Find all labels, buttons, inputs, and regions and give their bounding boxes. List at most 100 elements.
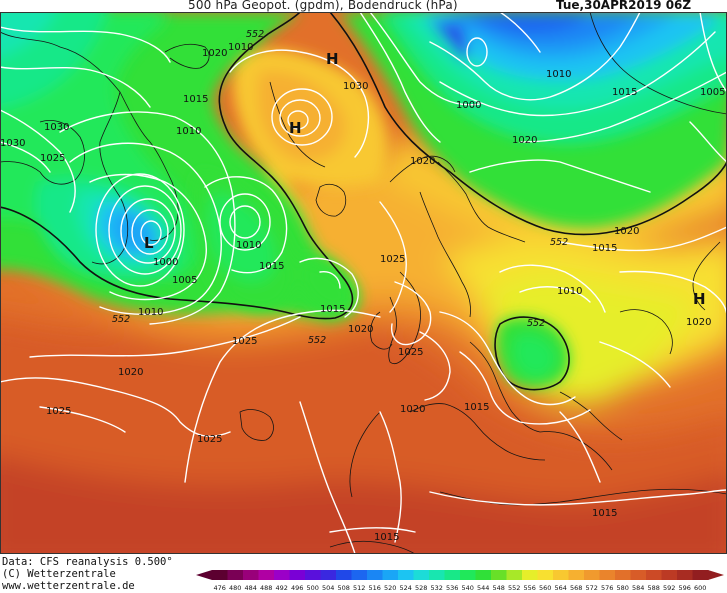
legend-value: 592 xyxy=(663,584,675,592)
isobar-label: 1030 xyxy=(44,122,69,133)
isobar-label: 1025 xyxy=(46,406,71,417)
legend-swatch xyxy=(460,570,477,580)
legend-swatch xyxy=(646,570,663,580)
legend-arrow-high xyxy=(708,570,724,580)
legend-swatch xyxy=(677,570,694,580)
legend-value: 540 xyxy=(462,584,474,592)
geopotential-552-contour xyxy=(329,12,727,236)
isobars xyxy=(0,12,727,554)
geopotential-label: 552 xyxy=(112,314,130,325)
isobar-label: 1010 xyxy=(138,307,163,318)
isobar-label: 1020 xyxy=(118,367,143,378)
legend-arrow-low xyxy=(196,570,212,580)
isobar-label: 1015 xyxy=(612,87,637,98)
legend-swatch xyxy=(351,570,368,580)
legend-swatch xyxy=(336,570,353,580)
legend-value: 536 xyxy=(446,584,458,592)
isobar-label: 1020 xyxy=(686,317,711,328)
legend-value: 596 xyxy=(679,584,691,592)
map-title: 500 hPa Geopot. (gpdm), Bodendruck (hPa) xyxy=(188,0,458,12)
geopotential-label: 552 xyxy=(527,318,545,329)
legend-value: 548 xyxy=(493,584,505,592)
legend-swatches xyxy=(196,570,724,580)
isobar-label: 1020 xyxy=(202,48,227,59)
weather-map: 1030 1020 1015 1010 1030 1025 1010 1005 … xyxy=(0,12,727,554)
geopotential-label: 552 xyxy=(308,335,326,346)
legend-value: 500 xyxy=(307,584,319,592)
legend-value: 512 xyxy=(353,584,365,592)
legend-swatch xyxy=(243,570,260,580)
legend-swatch xyxy=(584,570,601,580)
legend-value: 504 xyxy=(322,584,334,592)
legend-swatch xyxy=(506,570,523,580)
isobar-label: 1015 xyxy=(592,508,617,519)
isobar-label: 1010 xyxy=(228,42,253,53)
legend-swatch xyxy=(227,570,244,580)
isobar-label: 1020 xyxy=(512,135,537,146)
legend-swatch xyxy=(630,570,647,580)
copyright-label: (C) Wetterzentrale xyxy=(2,568,116,580)
legend-swatch xyxy=(274,570,291,580)
color-scale-legend: 476 480 484 488 492 496 500 504 508 512 516 520 524 5… xyxy=(196,570,724,592)
legend-value: 600 xyxy=(694,584,706,592)
legend-swatch xyxy=(367,570,384,580)
legend-value: 580 xyxy=(617,584,629,592)
isobar-label: 1015 xyxy=(592,243,617,254)
legend-value: 492 xyxy=(276,584,288,592)
isobar-label: 1010 xyxy=(546,69,571,80)
legend-value: 476 xyxy=(214,584,226,592)
legend-swatch xyxy=(444,570,461,580)
isobar-label: 1015 xyxy=(374,532,399,543)
legend-value: 488 xyxy=(260,584,272,592)
legend-value: 568 xyxy=(570,584,582,592)
isobar-label: 1030 xyxy=(0,138,25,149)
legend-value: 588 xyxy=(648,584,660,592)
legend-swatch xyxy=(475,570,492,580)
legend-value: 528 xyxy=(415,584,427,592)
isobar-labels: 1030 1020 1015 1010 1030 1025 1010 1005 … xyxy=(0,42,725,543)
isobar-label: 1015 xyxy=(320,304,345,315)
isobar-label: 1020 xyxy=(410,156,435,167)
legend-value: 556 xyxy=(524,584,536,592)
isobar-label: 1015 xyxy=(183,94,208,105)
isobar-label: 1000 xyxy=(456,100,481,111)
legend-swatch xyxy=(522,570,539,580)
low-pressure-center: L xyxy=(144,234,154,252)
isobar-label: 1020 xyxy=(400,404,425,415)
legend-swatch xyxy=(692,570,709,580)
isobar-label: 1015 xyxy=(464,402,489,413)
legend-value: 484 xyxy=(245,584,257,592)
geopotential-label: 552 xyxy=(550,237,568,248)
isobar-label: 1025 xyxy=(398,347,423,358)
high-pressure-center: H xyxy=(289,119,302,137)
legend-swatch xyxy=(305,570,322,580)
pressure-centers: L H H H xyxy=(144,50,706,308)
legend-value: 532 xyxy=(431,584,443,592)
legend-value: 560 xyxy=(539,584,551,592)
map-header: 500 hPa Geopot. (gpdm), Bodendruck (hPa)… xyxy=(0,0,727,14)
legend-swatch xyxy=(491,570,508,580)
high-pressure-center: H xyxy=(326,50,339,68)
legend-swatch xyxy=(599,570,616,580)
isobar-label: 1025 xyxy=(197,434,222,445)
legend-swatch xyxy=(568,570,585,580)
geopotential-field: 1030 1020 1015 1010 1030 1025 1010 1005 … xyxy=(0,12,727,554)
legend-value: 508 xyxy=(338,584,350,592)
legend-values: 476 480 484 488 492 496 500 504 508 512 516 520 524 5… xyxy=(214,584,707,592)
data-source-label: Data: CFS reanalysis 0.500° xyxy=(2,556,173,568)
geopotential-label: 552 xyxy=(246,29,264,40)
legend-value: 520 xyxy=(384,584,396,592)
isobar-label: 1030 xyxy=(343,81,368,92)
high-pressure-center: H xyxy=(693,290,706,308)
isobar-label: 1025 xyxy=(40,153,65,164)
legend-swatch xyxy=(398,570,415,580)
isobar-label: 1010 xyxy=(176,126,201,137)
geopotential-labels: 552 552 552 552 552 xyxy=(112,29,568,346)
legend-value: 552 xyxy=(508,584,520,592)
geopotential-552-contour xyxy=(494,316,570,391)
legend-swatch xyxy=(320,570,337,580)
isobar-label: 1015 xyxy=(259,261,284,272)
isobar-label: 1010 xyxy=(557,286,582,297)
isobar-label: 1005 xyxy=(700,87,725,98)
legend-value: 480 xyxy=(229,584,241,592)
